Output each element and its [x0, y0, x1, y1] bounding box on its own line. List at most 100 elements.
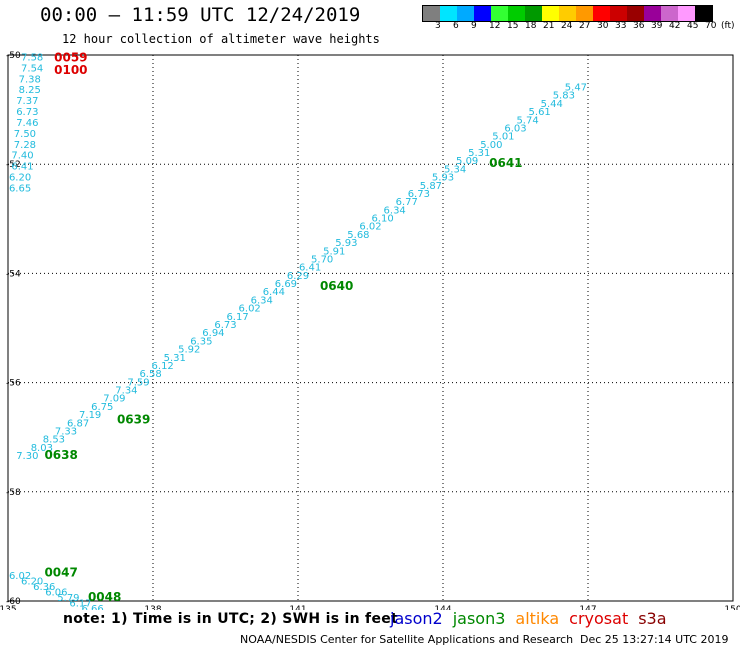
- wave-height-value: 6.35: [190, 336, 212, 347]
- colorbar-swatch: [440, 6, 457, 21]
- y-tick-label: -56: [6, 379, 21, 389]
- colorbar-swatch: [491, 6, 508, 21]
- wave-height-value: 7.54: [21, 63, 43, 74]
- wave-height-value: 7.28: [14, 140, 36, 151]
- wave-height-value: 5.92: [178, 345, 200, 356]
- x-tick-label: 135: [0, 605, 17, 610]
- colorbar-tick-label: 15: [507, 21, 519, 31]
- satellite-legend-item: jason3: [452, 609, 506, 628]
- wave-height-value: 5.31: [164, 353, 186, 364]
- colorbar-swatch: [576, 6, 593, 21]
- colorbar-tick-label: 27: [579, 21, 591, 31]
- satellite-legend-item: altika: [515, 609, 560, 628]
- wave-height-value: 6.44: [263, 287, 285, 298]
- wave-height-value: 7.46: [16, 118, 38, 129]
- wave-height-value: 6.41: [11, 162, 33, 173]
- wave-height-value: 5.00: [480, 140, 502, 151]
- colorbar-swatch: [695, 6, 712, 21]
- y-tick-label: -60: [6, 597, 21, 607]
- wave-height-value: 7.58: [21, 52, 43, 63]
- x-tick-label: 138: [144, 605, 161, 610]
- colorbar-tick-label: 30: [597, 21, 609, 31]
- colorbar-swatch: [644, 6, 661, 21]
- satellite-legend: jason2 jason3 altika cryosat s3a: [390, 609, 677, 628]
- colorbar-tick-label: 39: [651, 21, 663, 31]
- wave-height-value: 5.70: [311, 254, 333, 265]
- colorbar-tick-label: 21: [543, 21, 555, 31]
- wave-height-value: 7.59: [127, 377, 149, 388]
- colorbar-swatch: [423, 6, 440, 21]
- x-tick-label: 144: [434, 605, 451, 610]
- scatter-plot: 135 138 141 144 147 150 -50 -52 -54 -56 -58 -60 7.58…: [0, 51, 740, 610]
- wave-height-value: 6.03: [504, 123, 526, 134]
- wave-height-value: 7.40: [11, 151, 33, 162]
- time-label: 0047: [44, 565, 77, 579]
- footer-note: note: 1) Time is in UTC; 2) SWH is in fe…: [63, 611, 399, 627]
- wave-height-value: 6.77: [396, 197, 418, 208]
- wave-height-value: 8.03: [31, 443, 53, 454]
- time-label: 0100: [54, 63, 87, 77]
- colorbar-tick-label: 9: [471, 21, 477, 31]
- colorbar-tick-label: 33: [615, 21, 627, 31]
- wave-height-value: 6.75: [91, 402, 113, 413]
- x-tick-label: 150: [724, 605, 740, 610]
- wave-height-value: 5.09: [456, 156, 478, 167]
- colorbar-tick-label: 6: [453, 21, 459, 31]
- satellite-legend-item: jason2: [390, 609, 443, 628]
- credit-line: NOAA/NESDIS Center for Satellite Applica…: [240, 633, 574, 646]
- colorbar-swatch: [627, 6, 644, 21]
- colorbar-swatch: [525, 6, 542, 21]
- colorbar-swatch: [678, 6, 695, 21]
- colorbar-unit: (ft): [721, 21, 735, 31]
- wave-height-value: 5.91: [323, 246, 345, 257]
- wave-height-value: 6.41: [299, 263, 321, 274]
- plot-frame: [7, 54, 734, 602]
- colorbar-swatch: [542, 6, 559, 21]
- colorbar-tick-label: 18: [525, 21, 537, 31]
- wave-height-value: 6.73: [408, 189, 430, 200]
- time-label: 0639: [117, 413, 150, 427]
- colorbar-swatch: [474, 6, 491, 21]
- colorbar-tick-label: 12: [489, 21, 501, 31]
- wave-height-value: 6.02: [239, 304, 261, 315]
- satellite-legend-item: cryosat: [569, 609, 629, 628]
- wave-height-value: 6.29: [287, 271, 309, 282]
- x-tick-label: 147: [579, 605, 596, 610]
- timestamp: Dec 25 13:27:14 UTC 2019: [580, 633, 729, 646]
- wave-height-value: 6.73: [16, 107, 38, 118]
- wave-height-value: 8.25: [19, 85, 41, 96]
- wave-height-value: 5.34: [444, 164, 466, 175]
- colorbar-tick-label: 45: [687, 21, 699, 31]
- colorbar-swatch: [508, 6, 525, 21]
- colorbar-tick-label: 36: [633, 21, 645, 31]
- wave-height-value: 5.93: [432, 173, 454, 184]
- wave-height-value: 6.02: [359, 222, 381, 233]
- wave-height-value: 5.79: [57, 593, 79, 604]
- wave-height-value: 7.19: [79, 410, 101, 421]
- wave-height-value: 6.17: [69, 598, 91, 609]
- wave-height-value: 7.50: [14, 129, 36, 140]
- wave-height-value: 5.47: [565, 82, 587, 93]
- wave-height-value: 6.17: [226, 312, 248, 323]
- wave-height-value: 6.58: [139, 369, 161, 380]
- wave-height-value: 5.83: [553, 91, 575, 102]
- time-label: 0641: [489, 156, 522, 170]
- wave-height-value: 6.87: [67, 418, 89, 429]
- colorbar-tick-label: 24: [561, 21, 573, 31]
- wave-height-value: 6.34: [384, 205, 406, 216]
- wave-height-value: 6.10: [371, 214, 393, 225]
- wave-height-value: 8.53: [43, 435, 65, 446]
- wave-height-value: 6.94: [202, 328, 224, 339]
- colorbar-swatch: [593, 6, 610, 21]
- colorbar-tick-label: 42: [669, 21, 681, 31]
- time-label: 0638: [44, 448, 77, 462]
- wave-height-value: 5.44: [541, 99, 563, 110]
- wave-height-value: 6.65: [9, 184, 31, 195]
- colorbar-swatch: [559, 6, 576, 21]
- wave-height-value: 7.34: [115, 386, 137, 397]
- y-tick-label: -52: [6, 160, 21, 170]
- colorbar-tick-label: 70: [705, 21, 717, 31]
- wave-height-value: 6.20: [21, 577, 43, 588]
- wave-height-value: 5.93: [335, 238, 357, 249]
- chart-subtitle: 12 hour collection of altimeter wave hei…: [62, 32, 380, 46]
